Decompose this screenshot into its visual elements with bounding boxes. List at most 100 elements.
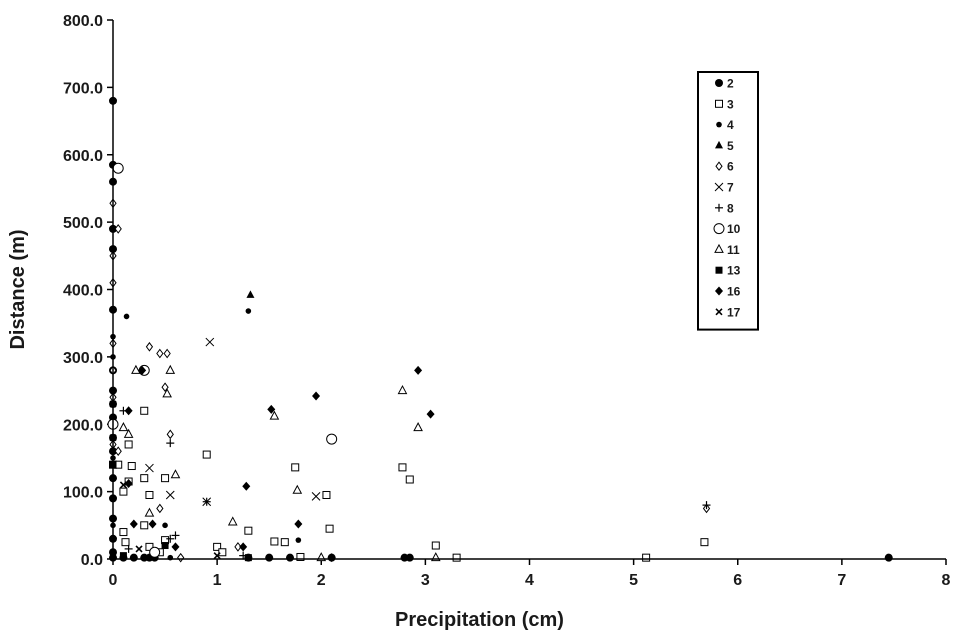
legend-marker-16	[715, 286, 723, 296]
data-point-series-11	[144, 507, 155, 517]
data-point-series-17	[119, 481, 127, 489]
data-point-series-3	[213, 542, 222, 551]
data-point-series-2	[286, 553, 295, 562]
data-point-series-4	[123, 313, 130, 320]
data-point-series-11	[397, 385, 408, 395]
data-point-series-13	[244, 554, 252, 562]
data-point-series-10	[112, 162, 124, 174]
data-point-series-3	[119, 528, 128, 537]
data-point-series-7	[165, 490, 175, 500]
data-point-series-17	[135, 545, 143, 553]
legend-label: 13	[727, 264, 741, 278]
data-point-series-8	[702, 501, 711, 510]
data-point-series-3	[270, 537, 279, 546]
legend-marker-4	[716, 121, 722, 128]
data-point-series-11	[123, 428, 134, 438]
data-point-series-2	[405, 553, 414, 562]
legend-marker-13	[715, 266, 723, 274]
data-point-series-16	[414, 365, 423, 375]
data-point-series-11	[118, 422, 129, 432]
y-tick-label: 700.0	[63, 80, 103, 97]
data-point-series-3	[145, 490, 154, 499]
data-point-series-2	[884, 553, 893, 562]
data-point-series-13	[161, 542, 169, 550]
data-point-series-16	[124, 406, 133, 416]
y-tick-label: 100.0	[63, 485, 103, 502]
data-point-series-16	[124, 479, 133, 489]
data-point-series-3	[452, 553, 461, 562]
data-point-series-16	[171, 542, 180, 552]
legend-label: 10	[727, 222, 741, 236]
data-point-series-10	[326, 433, 338, 445]
data-point-series-16	[148, 519, 157, 529]
y-tick-label: 300.0	[63, 350, 103, 367]
x-tick-label: 7	[837, 572, 846, 589]
y-tick-label: 400.0	[63, 283, 103, 300]
data-point-series-3	[405, 475, 414, 484]
data-point-series-6	[234, 542, 242, 552]
x-tick-label: 8	[942, 572, 951, 589]
data-point-series-13	[119, 552, 127, 560]
legend-label: 17	[727, 305, 741, 319]
legend-label: 4	[727, 118, 734, 132]
data-point-series-3	[398, 463, 407, 472]
y-axis-ticks: 0.0 100.0 200.0 300.0 400.0 500.0 600.0 700.0 80…	[63, 13, 113, 569]
data-point-series-6	[166, 429, 174, 440]
data-point-series-3	[121, 538, 130, 547]
legend-marker-17	[715, 308, 723, 316]
data-point-series-3	[322, 490, 331, 499]
data-point-series-6	[114, 224, 122, 234]
data-point-series-11	[413, 422, 423, 432]
data-point-series-3	[140, 474, 149, 483]
legend-marker-5	[715, 140, 723, 149]
data-point-series-3	[124, 440, 133, 449]
data-point-series-11	[170, 469, 181, 479]
data-point-series-7	[145, 463, 154, 473]
data-point-series-8	[166, 439, 175, 448]
data-point-series-3	[431, 541, 440, 550]
data-point-series-6	[177, 552, 185, 563]
x-tick-label: 3	[421, 572, 430, 589]
data-point-series-16	[239, 542, 248, 552]
data-point-series-3	[119, 487, 128, 496]
y-tick-label: 600.0	[63, 148, 103, 165]
legend-label: 7	[727, 181, 734, 195]
data-point-series-11	[131, 364, 141, 374]
legend-label: 6	[727, 160, 734, 174]
legend-label: 8	[727, 201, 734, 215]
data-point-series-16	[267, 404, 276, 414]
data-points	[107, 96, 893, 563]
legend-label: 5	[727, 139, 734, 153]
data-point-series-3	[127, 462, 136, 471]
data-point-series-6	[156, 348, 164, 359]
data-point-series-11	[165, 364, 176, 374]
data-point-series-6	[163, 348, 171, 359]
legend-marker-11	[714, 243, 724, 253]
x-tick-label: 0	[109, 572, 118, 589]
data-point-series-17	[213, 552, 221, 560]
data-point-series-2	[265, 553, 274, 562]
x-tick-label: 4	[525, 572, 534, 589]
data-point-series-7	[311, 491, 321, 501]
data-point-series-3	[145, 542, 154, 551]
data-point-series-8	[171, 531, 180, 540]
data-point-series-3	[280, 538, 289, 547]
x-tick-label: 5	[629, 572, 638, 589]
data-point-series-3	[140, 521, 149, 530]
legend-marker-7	[714, 182, 724, 192]
data-point-series-4	[245, 308, 252, 314]
data-point-series-11	[269, 410, 280, 420]
data-point-series-3	[325, 524, 334, 533]
data-point-series-3	[291, 463, 300, 472]
data-point-series-3	[642, 553, 651, 562]
data-point-series-4	[295, 537, 302, 543]
data-point-series-6	[156, 503, 164, 514]
x-tick-label: 1	[213, 572, 222, 589]
data-point-series-8	[202, 497, 211, 506]
data-point-series-11	[162, 388, 172, 398]
y-tick-label: 800.0	[63, 13, 103, 30]
y-tick-label: 200.0	[63, 417, 103, 434]
data-point-series-8	[166, 534, 175, 543]
data-point-series-16	[138, 365, 147, 375]
